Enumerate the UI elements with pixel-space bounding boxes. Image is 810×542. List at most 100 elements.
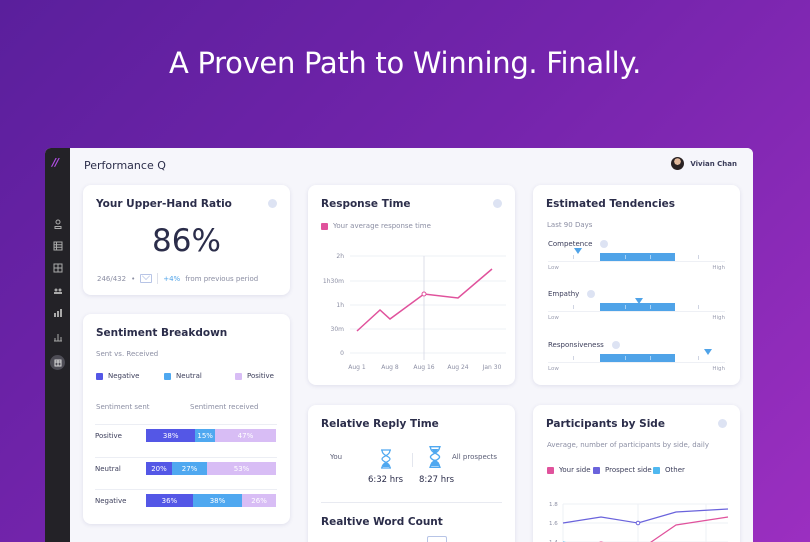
low-label: Low (548, 366, 559, 372)
nav-bar-chart-icon[interactable] (52, 331, 63, 342)
prospects-label: All prospects (452, 453, 497, 461)
change-value: +4% (163, 274, 181, 283)
swatch (321, 222, 328, 230)
card-title: Estimated Tendencies (546, 198, 676, 210)
ratio-fraction: 246/432 (97, 274, 127, 283)
participants-by-side-card: Participants by Side Average, number of … (533, 405, 740, 542)
avatar (671, 157, 685, 170)
document-icon (427, 536, 447, 542)
swatch (235, 372, 242, 380)
legend-label: Your side (559, 466, 591, 474)
legend-positive: Positive (235, 372, 274, 380)
svg-text:1h: 1h (336, 302, 344, 309)
card-title: Participants by Side (546, 418, 665, 430)
marker-icon (635, 298, 643, 304)
swatch (593, 466, 600, 474)
you-reply-value: 6:32 hrs (368, 475, 404, 485)
prospects-reply-value: 8:27 hrs (419, 475, 455, 485)
row-label: Positive (95, 431, 122, 440)
tendency-label: Competence (548, 240, 593, 248)
segment-positive: 26% (242, 494, 276, 507)
high-label: High (712, 315, 725, 321)
sentiment-row: Neutral 20% 27% 53% (95, 457, 277, 479)
segment-negative: 36% (146, 494, 193, 507)
upper-hand-ratio-card: Your Upper-Hand Ratio 86% 246/432 • +4% … (83, 185, 290, 295)
legend-response: Your average response time (321, 222, 431, 230)
legend-label: Prospect side (605, 466, 652, 474)
row-label: Negative (95, 496, 127, 505)
ratio-footer: 246/432 • +4% from previous period (97, 273, 258, 284)
segment-neutral: 38% (192, 494, 243, 507)
nav-grid-icon[interactable] (52, 262, 63, 273)
legend-negative: Negative (96, 372, 139, 380)
nav-user-icon[interactable] (52, 218, 63, 229)
tendency-track (548, 349, 725, 363)
mail-icon (140, 274, 153, 283)
legend-neutral: Neutral (164, 372, 202, 380)
svg-text:2h: 2h (336, 253, 344, 260)
svg-text:0: 0 (340, 350, 344, 357)
segment-negative: 38% (146, 429, 196, 442)
legend-label: Negative (108, 372, 140, 380)
svg-text:Aug 24: Aug 24 (447, 364, 468, 371)
svg-text:1.6: 1.6 (549, 521, 558, 527)
sentiment-row: Positive 38% 15% 47% (95, 424, 277, 446)
info-icon[interactable] (493, 199, 502, 208)
divider (157, 273, 159, 284)
ratio-value: 86% (152, 223, 221, 259)
info-icon[interactable] (268, 199, 277, 208)
nav-list-icon[interactable] (52, 240, 63, 251)
card-title: Sentiment Breakdown (96, 327, 228, 339)
segment-negative: 20% (146, 462, 172, 475)
row-label: Neutral (95, 464, 121, 473)
legend-label: Neutral (176, 372, 202, 380)
hourglass-icon (381, 449, 391, 469)
card-subtitle: Sent vs. Received (96, 350, 159, 358)
legend-label: Positive (247, 372, 274, 380)
svg-text:Aug 1: Aug 1 (348, 364, 366, 371)
col-sent: Sentiment sent (96, 403, 150, 411)
tendency-track (548, 298, 725, 312)
card-title: Response Time (321, 198, 411, 210)
info-icon[interactable] (718, 419, 727, 428)
divider (412, 453, 413, 467)
segment-positive: 47% (214, 429, 276, 442)
segment-neutral: 15% (195, 429, 215, 442)
info-icon[interactable] (611, 341, 620, 349)
legend-other: Other (653, 466, 685, 474)
sentiment-breakdown-card: Sentiment Breakdown Sent vs. Received Ne… (83, 314, 290, 524)
low-label: Low (548, 315, 559, 321)
divider (321, 502, 502, 503)
svg-text:30m: 30m (331, 326, 345, 333)
marker-icon (704, 349, 712, 355)
user-name: Vivian Chan (690, 159, 737, 168)
you-label: You (330, 453, 343, 461)
user-menu[interactable]: Vivian Chan (671, 157, 737, 170)
info-icon[interactable] (587, 290, 596, 298)
relative-reply-time-card: Relative Reply Time You All prospects 6:… (308, 405, 515, 542)
info-icon[interactable] (600, 240, 609, 248)
nav-building-chart-icon[interactable] (52, 307, 63, 318)
card-title: Your Upper-Hand Ratio (96, 198, 232, 210)
nav-team-icon[interactable] (52, 285, 63, 296)
tendency-track (548, 248, 725, 262)
nav-calendar-icon[interactable] (50, 355, 65, 370)
svg-text:1.8: 1.8 (549, 502, 558, 508)
svg-text:1.4: 1.4 (549, 540, 558, 542)
response-time-card: Response Time Your average response time… (308, 185, 515, 385)
participants-chart: 1.8 1.6 1.4 (549, 502, 729, 542)
swatch (96, 372, 103, 380)
marker-icon (574, 248, 582, 254)
app-window: // Performance Q Vivian Chan Your Upper-… (45, 148, 753, 542)
high-label: High (712, 366, 725, 372)
legend-label: Other (665, 466, 685, 474)
estimated-tendencies-card: Estimated Tendencies Last 90 Days Compet… (533, 185, 740, 385)
logo: // (52, 156, 59, 169)
card-subtitle: Average, number of participants by side,… (547, 441, 709, 449)
card-title: Relative Reply Time (321, 418, 439, 430)
high-label: High (712, 265, 725, 271)
stacked-bar: 38% 15% 47% (146, 429, 276, 442)
legend-prospect-side: Prospect side (593, 466, 652, 474)
stacked-bar: 36% 38% 26% (146, 494, 276, 507)
